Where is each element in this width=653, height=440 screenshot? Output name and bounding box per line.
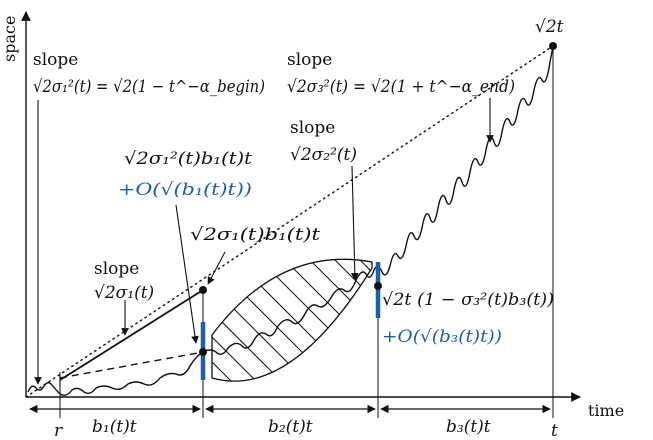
y-axis-label: space bbox=[0, 16, 19, 62]
label-slope-end-1: slope bbox=[287, 50, 332, 70]
label-upper-point: √2σ₁(t)b₁(t)t bbox=[190, 225, 320, 245]
x-axis-label: time bbox=[588, 401, 624, 420]
label-first-point-1: √2σ₁²(t)b₁(t)t bbox=[124, 149, 252, 169]
dot-end bbox=[549, 42, 557, 50]
dot-upper bbox=[199, 286, 207, 294]
label-first-point-2: +O(√(b₁(t)t)) bbox=[118, 180, 252, 200]
label-slope-begin-1: slope bbox=[33, 50, 78, 70]
dot-right bbox=[374, 282, 382, 290]
arrow-slope-mid bbox=[350, 165, 359, 281]
interval-label-b1: b₁(t)t bbox=[92, 417, 137, 437]
interval-label-b2: b₂(t)t bbox=[268, 417, 313, 437]
label-right-point-1: √2t (1 − σ₃²(t)b₃(t)) bbox=[382, 290, 554, 310]
slope-sigma1-line bbox=[59, 289, 204, 381]
tick-r: r bbox=[54, 421, 63, 440]
label-slope-end-2: √2σ₃²(t) = √2(1 + t^−α_end) bbox=[287, 77, 515, 97]
label-right-point-2: +O(√(b₃(t)t)) bbox=[382, 327, 502, 347]
arrow-upper-point bbox=[207, 251, 226, 285]
interval-label-b3: b₃(t)t bbox=[446, 417, 491, 437]
label-slope-begin-2: √2σ₁²(t) = √2(1 − t^−α_begin) bbox=[33, 77, 265, 97]
dot-first bbox=[199, 348, 207, 356]
label-slope-mid-2: √2σ₂²(t) bbox=[290, 145, 357, 165]
label-top-right: √2t bbox=[535, 17, 564, 37]
tick-t: t bbox=[551, 421, 558, 440]
arrow-first-point bbox=[175, 204, 199, 344]
dashed-line bbox=[59, 351, 204, 379]
label-slope-sigma1-2: √2σ₁(t) bbox=[94, 283, 154, 303]
label-slope-sigma1-1: slope bbox=[94, 259, 139, 279]
label-slope-mid-1: slope bbox=[290, 118, 335, 138]
dotted-diagonal bbox=[25, 45, 554, 398]
